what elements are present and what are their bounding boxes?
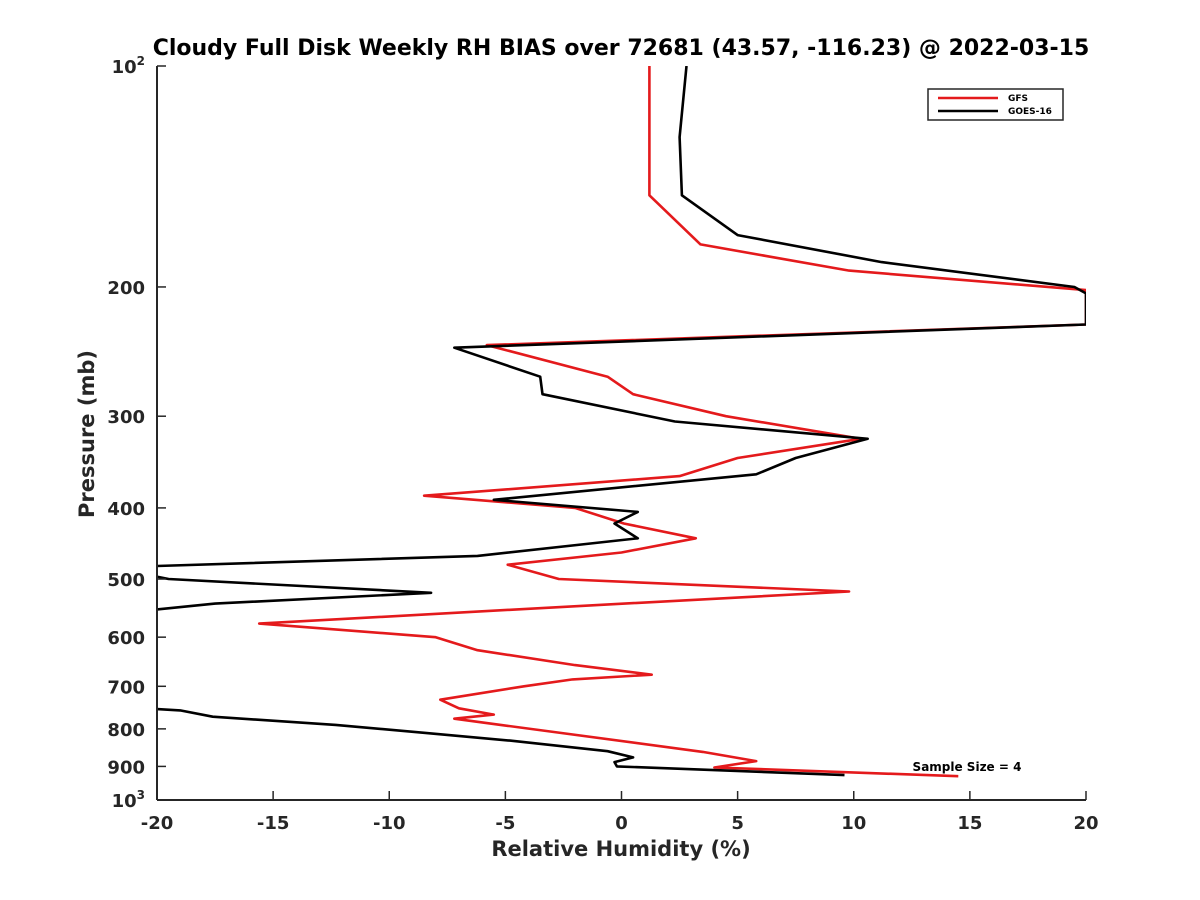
axes-layer: -20 -15 -10 -5 0 5 10 15 20 102 200 300 400 500 600 700… xyxy=(107,54,1098,834)
x-axis-label: Relative Humidity (%) xyxy=(491,837,750,861)
chart-title: Cloudy Full Disk Weekly RH BIAS over 726… xyxy=(153,36,1090,61)
plot-area: -20 -15 -10 -5 0 5 10 15 20 102 200 300 400 500 600 700… xyxy=(107,54,1098,834)
legend: GFS GOES-16 xyxy=(927,88,1064,121)
y-tick-label: 500 xyxy=(107,570,145,591)
y-tick-label: 102 xyxy=(112,54,145,78)
x-tick-label: 20 xyxy=(1073,813,1098,834)
y-tick-label: 103 xyxy=(112,788,145,812)
series-line-goes-16-1 xyxy=(157,66,1086,611)
x-tick-label: 5 xyxy=(731,813,744,834)
x-tick-label: 10 xyxy=(841,813,866,834)
y-tick-label: 900 xyxy=(107,757,145,778)
y-tick-label: 300 xyxy=(107,407,145,428)
legend-label: GFS xyxy=(1008,94,1028,104)
sample-size-annotation: Sample Size = 4 xyxy=(913,760,1022,774)
series-layer xyxy=(157,66,1086,778)
x-tick-label: 15 xyxy=(957,813,982,834)
legend-label: GOES-16 xyxy=(1008,107,1052,117)
series-line-goes-16-2 xyxy=(157,707,845,777)
x-tick-label: -15 xyxy=(257,813,290,834)
x-tick-label: 0 xyxy=(615,813,628,834)
y-tick-label: 800 xyxy=(107,720,145,741)
y-axis-label: Pressure (mb) xyxy=(75,350,99,518)
y-tick-label: 600 xyxy=(107,628,145,649)
y-tick-label: 200 xyxy=(107,278,145,299)
y-tick-label: 400 xyxy=(107,499,145,520)
x-tick-label: -5 xyxy=(495,813,515,834)
legend-box xyxy=(927,88,1064,121)
x-tick-label: -10 xyxy=(373,813,406,834)
y-tick-label: 700 xyxy=(107,677,145,698)
x-tick-label: -20 xyxy=(141,813,174,834)
